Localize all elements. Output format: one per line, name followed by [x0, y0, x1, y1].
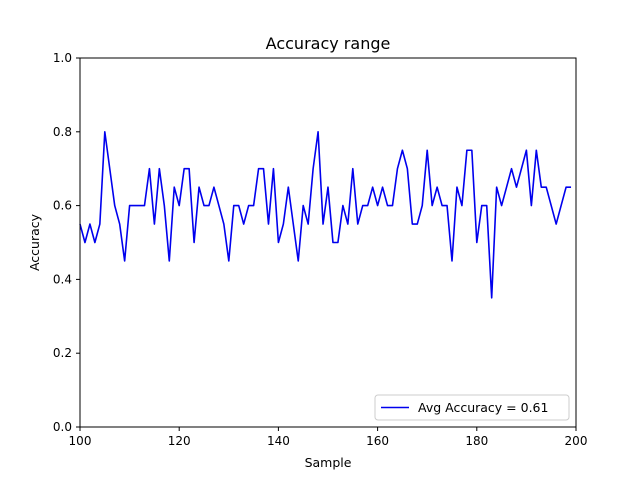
- x-tick-label: 200: [565, 434, 588, 448]
- y-tick-label: 1.0: [53, 51, 72, 65]
- legend: Avg Accuracy = 0.61: [374, 394, 570, 421]
- x-tick-label: 140: [267, 434, 290, 448]
- plot-frame: [79, 57, 577, 428]
- y-tick-label: 0.6: [53, 199, 72, 213]
- x-axis-ticks: 100 120 140 160 180 200: [69, 427, 588, 448]
- x-tick-label: 160: [366, 434, 389, 448]
- chart-title: Accuracy range: [266, 34, 391, 53]
- legend-entry-label: Avg Accuracy = 0.61: [418, 400, 548, 415]
- y-tick-label: 0.0: [53, 420, 72, 434]
- y-axis-label: Accuracy: [27, 213, 42, 271]
- series-line-avg-accuracy: [79, 131, 572, 299]
- x-tick-label: 180: [465, 434, 488, 448]
- legend-box: [374, 394, 570, 421]
- plot-area: [80, 58, 576, 427]
- x-tick-label: 120: [168, 434, 191, 448]
- x-axis-label: Sample: [305, 455, 352, 470]
- y-axis-ticks: 0.0 0.2 0.4 0.6 0.8 1.0: [53, 51, 80, 434]
- y-tick-label: 0.2: [53, 346, 72, 360]
- x-tick-label: 100: [69, 434, 92, 448]
- y-tick-label: 0.8: [53, 125, 72, 139]
- y-tick-label: 0.4: [53, 272, 72, 286]
